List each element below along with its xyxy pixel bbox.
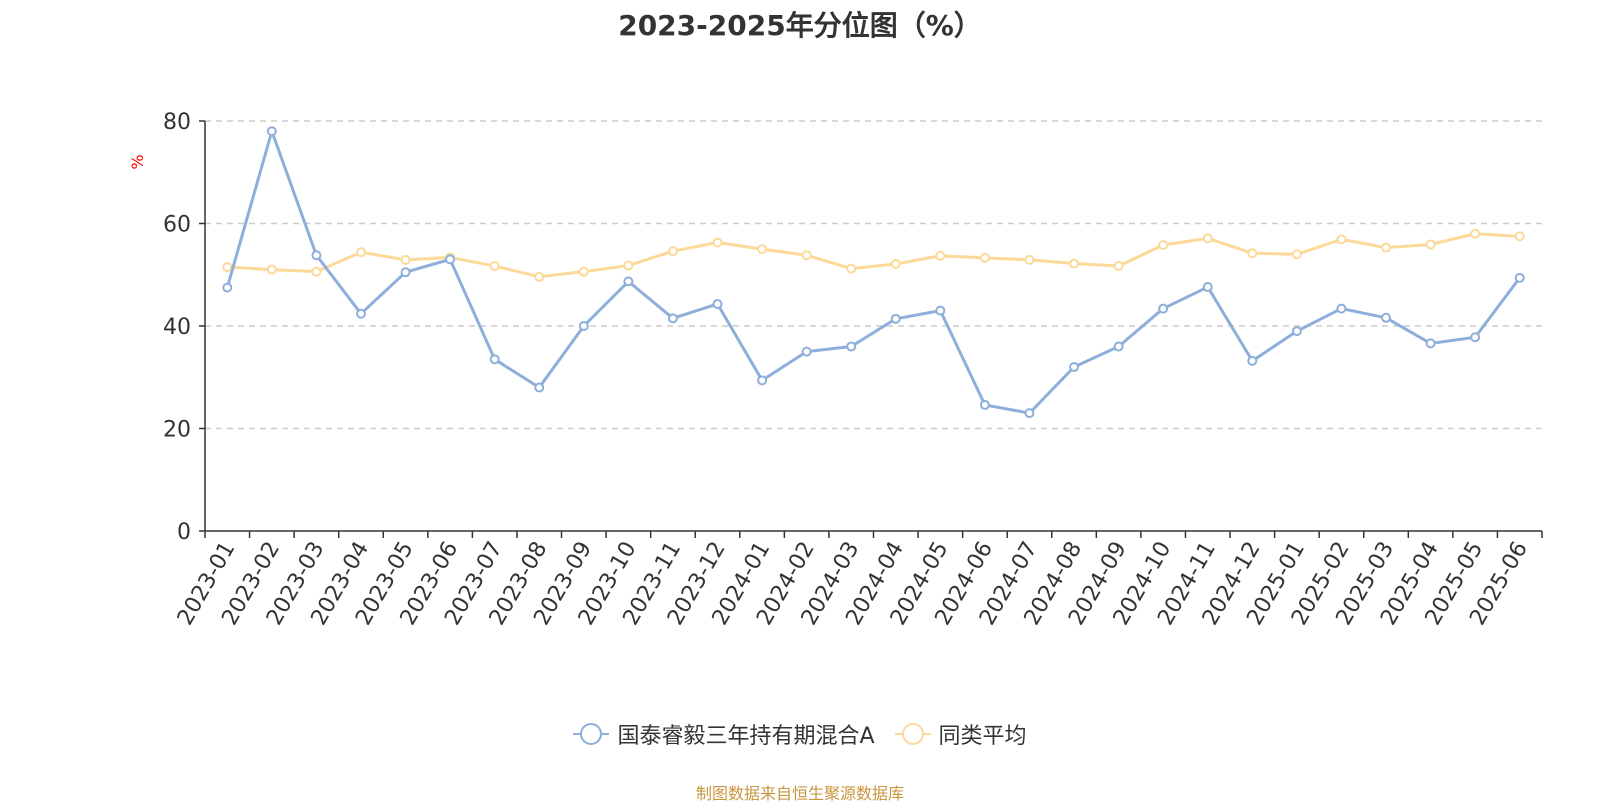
data-point[interactable] (1113, 341, 1124, 352)
axes: 0204060802023-012023-022023-032023-04202… (163, 110, 1543, 630)
data-point[interactable] (979, 399, 990, 410)
source-note: 制图数据来自恒生聚源数据库 (695, 784, 904, 803)
data-point[interactable] (1336, 303, 1347, 314)
legend-label-fund: 国泰睿毅三年持有期混合A (617, 724, 875, 749)
data-point[interactable] (846, 341, 857, 352)
series-1 (222, 228, 1525, 282)
data-point[interactable] (1291, 326, 1302, 337)
data-point[interactable] (222, 282, 233, 293)
data-point[interactable] (400, 267, 411, 278)
data-point[interactable] (534, 382, 545, 393)
y-tick-label: 20 (163, 418, 191, 443)
data-point[interactable] (801, 346, 812, 357)
data-point[interactable] (311, 250, 322, 261)
data-point[interactable] (1291, 249, 1302, 260)
data-point[interactable] (979, 252, 990, 263)
data-point[interactable] (1069, 362, 1080, 372)
data-point[interactable] (311, 266, 322, 277)
data-point[interactable] (801, 250, 812, 261)
series-layer (222, 126, 1525, 419)
data-point[interactable] (222, 262, 233, 273)
data-point[interactable] (890, 313, 901, 324)
data-point[interactable] (757, 244, 768, 255)
data-point[interactable] (1158, 303, 1169, 314)
data-point[interactable] (1202, 233, 1213, 244)
data-point[interactable] (355, 308, 366, 319)
y-tick-label: 60 (163, 213, 191, 238)
data-point[interactable] (1024, 408, 1035, 419)
data-point[interactable] (1514, 272, 1525, 283)
data-point[interactable] (1470, 228, 1481, 239)
series-0 (222, 126, 1525, 419)
data-point[interactable] (1024, 254, 1035, 265)
legend-marker-average-icon (894, 723, 931, 745)
data-point[interactable] (712, 298, 723, 309)
data-point[interactable] (400, 254, 411, 265)
data-point[interactable] (489, 354, 500, 365)
data-point[interactable] (1425, 239, 1436, 250)
legend-label-average: 同类平均 (938, 724, 1027, 749)
data-point[interactable] (846, 263, 857, 274)
data-point[interactable] (667, 313, 678, 324)
data-point[interactable] (1470, 332, 1481, 343)
y-tick-label: 40 (163, 315, 191, 340)
data-point[interactable] (1425, 338, 1436, 349)
data-point[interactable] (757, 375, 768, 386)
data-point[interactable] (1247, 248, 1258, 259)
chart-title: 2023-2025年分位图（%） (618, 9, 982, 42)
data-point[interactable] (1247, 355, 1258, 366)
data-point[interactable] (578, 266, 589, 277)
data-point[interactable] (712, 237, 723, 248)
data-point[interactable] (623, 276, 634, 287)
legend-item-category-average[interactable]: 同类平均 (894, 718, 1027, 750)
y-tick-label: 0 (177, 520, 191, 545)
data-point[interactable] (1069, 258, 1080, 269)
data-point[interactable] (935, 305, 946, 316)
legend-item-fund[interactable]: 国泰睿毅三年持有期混合A (573, 718, 875, 750)
data-point[interactable] (1381, 312, 1392, 323)
data-point[interactable] (534, 271, 545, 282)
legend: 国泰睿毅三年持有期混合A 同类平均 (0, 718, 1600, 750)
data-point[interactable] (623, 260, 634, 271)
y-tick-label: 80 (163, 110, 191, 135)
data-point[interactable] (667, 246, 678, 257)
data-point[interactable] (935, 250, 946, 261)
data-point[interactable] (1113, 261, 1124, 272)
series-line (227, 232, 1520, 279)
data-point[interactable] (266, 264, 277, 275)
legend-marker-fund-icon (573, 723, 610, 745)
data-point[interactable] (355, 247, 366, 258)
data-point[interactable] (1336, 234, 1347, 245)
y-axis-unit-label: % (128, 154, 147, 169)
data-point[interactable] (1381, 242, 1392, 253)
data-point[interactable] (578, 321, 589, 331)
grid-lines (205, 120, 1542, 430)
data-point[interactable] (890, 258, 901, 269)
series-line (225, 129, 1521, 415)
data-point[interactable] (489, 261, 500, 272)
data-point[interactable] (1202, 282, 1213, 293)
data-point[interactable] (266, 126, 277, 137)
data-point[interactable] (1514, 231, 1525, 242)
data-point[interactable] (445, 254, 456, 265)
data-point[interactable] (1158, 240, 1169, 251)
